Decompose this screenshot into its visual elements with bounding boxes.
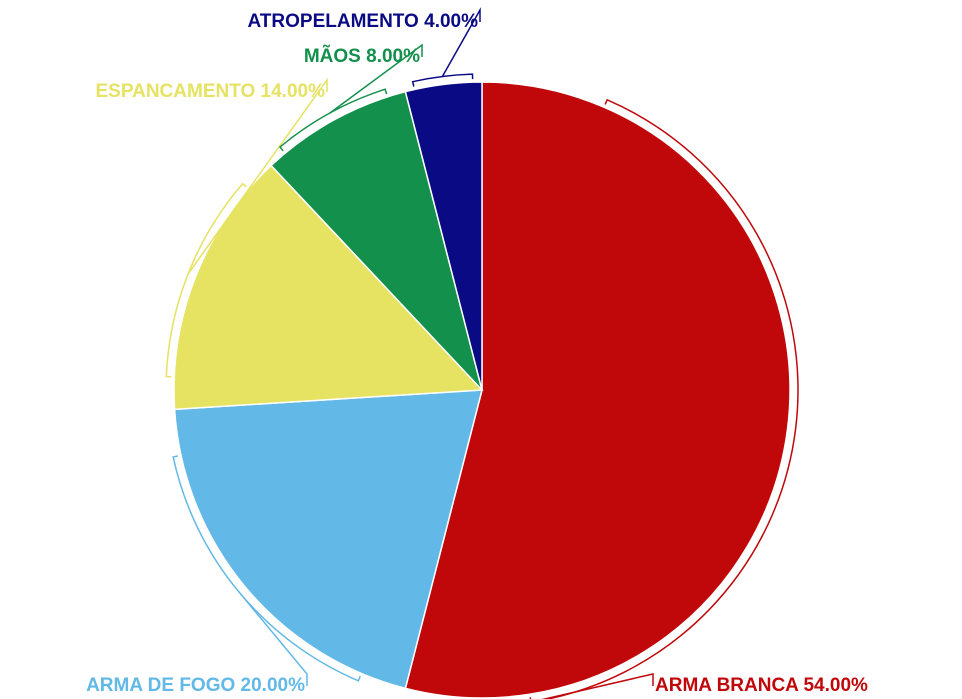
leader-line bbox=[237, 590, 308, 686]
label-bracket bbox=[529, 98, 799, 699]
value-label: 14.00% bbox=[261, 81, 326, 102]
pie-slice bbox=[404, 81, 483, 391]
pie-slice bbox=[270, 90, 483, 391]
slice-label: ARMA BRANCA 54.00% bbox=[655, 675, 868, 696]
leader-line bbox=[541, 673, 654, 699]
label-bracket bbox=[278, 88, 388, 152]
category-label: MÃOS bbox=[304, 45, 361, 67]
slice-label: ATROPELAMENTO 4.00% bbox=[247, 11, 478, 32]
value-label: 54.00% bbox=[803, 675, 868, 696]
leader-line bbox=[187, 77, 328, 275]
category-label: ATROPELAMENTO bbox=[247, 11, 418, 32]
slice-label: ESPANCAMENTO 14.00% bbox=[96, 81, 326, 102]
value-label: 20.00% bbox=[241, 675, 306, 696]
pie-slice bbox=[404, 81, 791, 699]
category-label: ARMA DE FOGO bbox=[86, 675, 235, 696]
slice-label: ARMA DE FOGO 20.00% bbox=[86, 675, 305, 696]
label-bracket bbox=[172, 455, 361, 682]
slice-label: MÃOS 8.00% bbox=[304, 45, 420, 67]
leader-line bbox=[329, 43, 423, 114]
category-label: ARMA BRANCA bbox=[655, 675, 799, 696]
value-label: 4.00% bbox=[424, 11, 478, 32]
category-label: ESPANCAMENTO bbox=[96, 81, 256, 102]
leader-line bbox=[441, 7, 481, 77]
label-bracket bbox=[411, 73, 474, 87]
value-label: 8.00% bbox=[366, 46, 420, 67]
pie-slice bbox=[173, 389, 483, 690]
